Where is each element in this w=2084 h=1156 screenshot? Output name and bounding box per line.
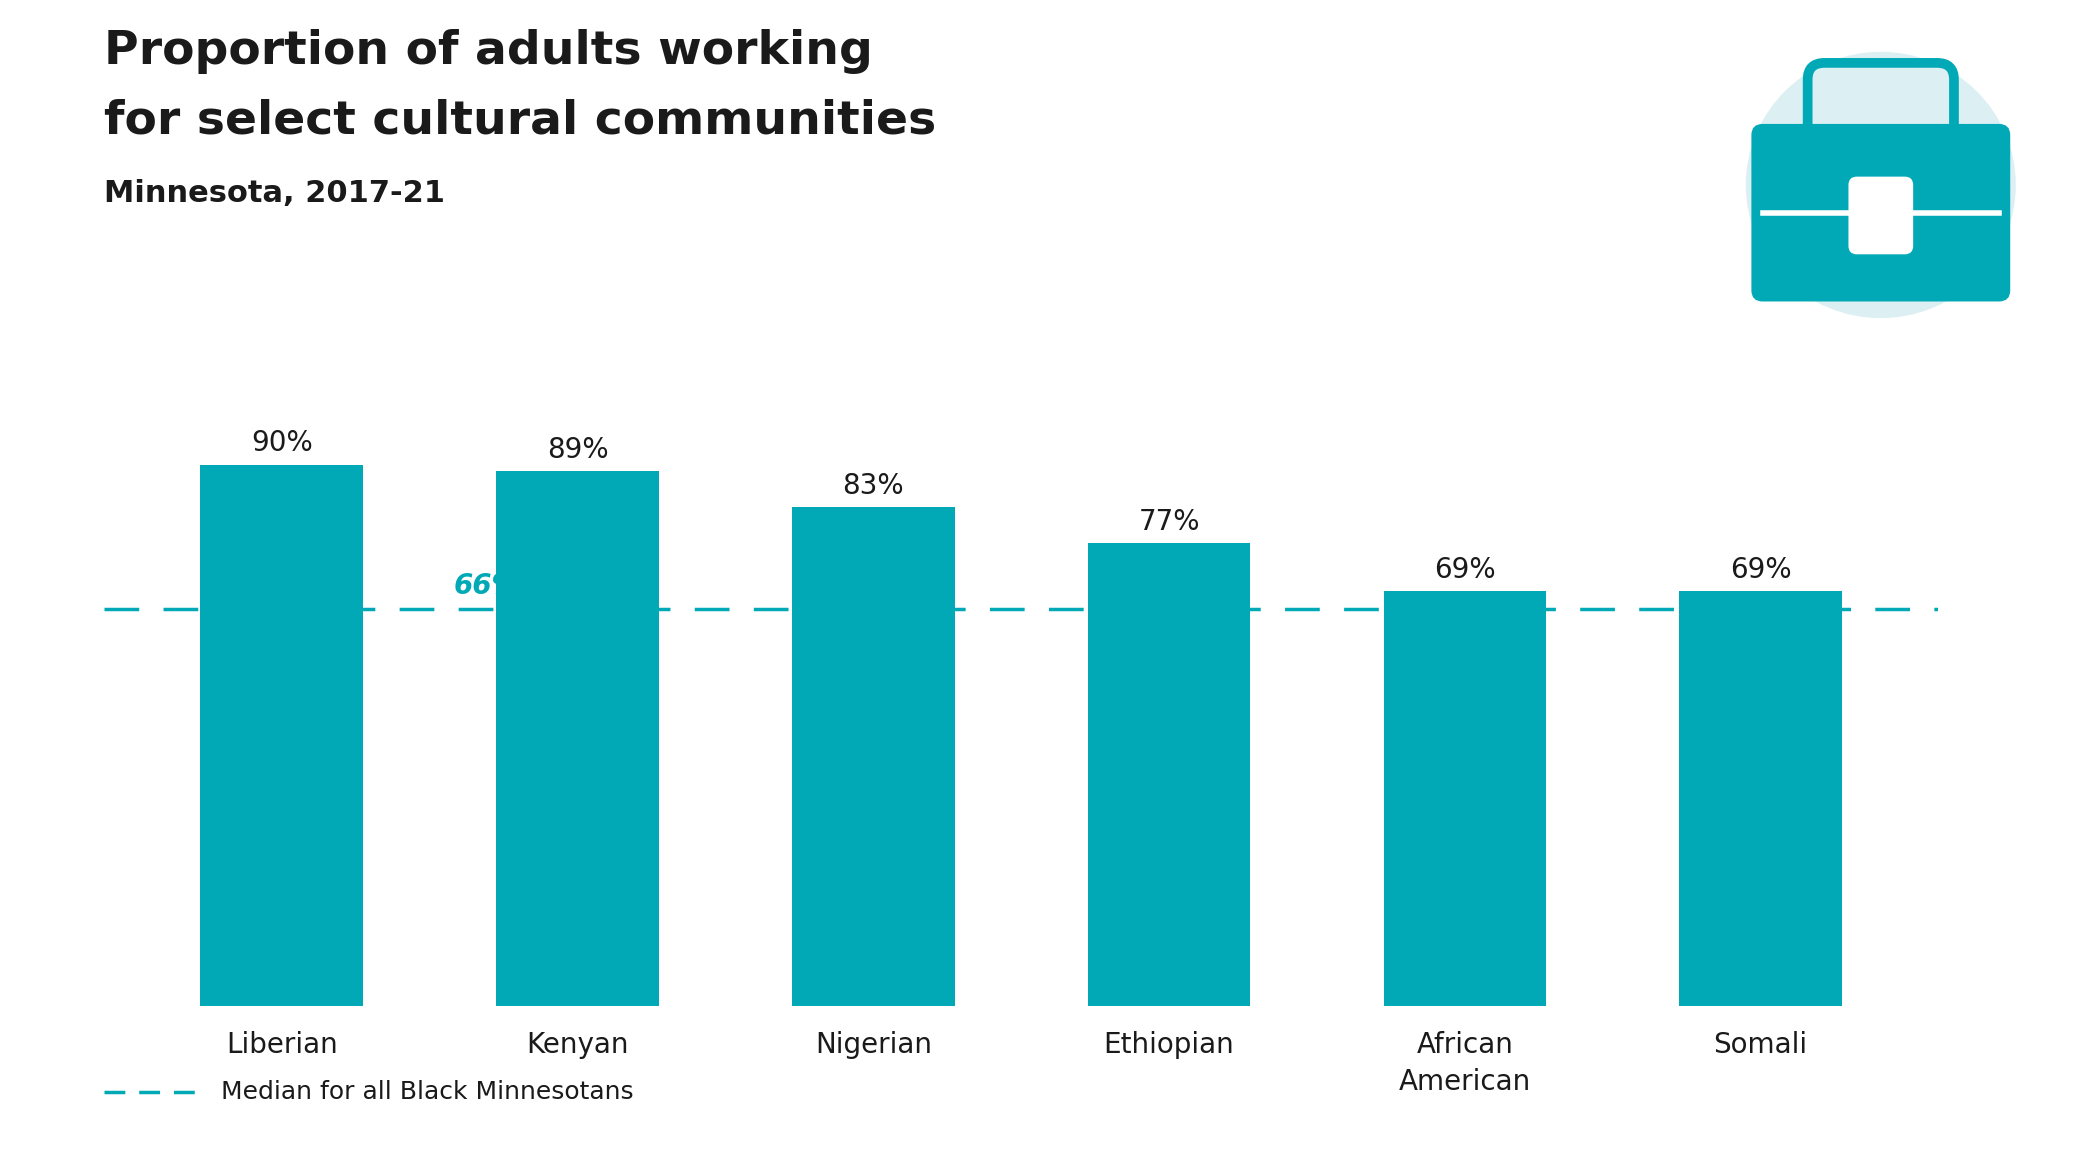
Bar [496,470,659,1006]
Text: 66%: 66% [452,572,519,600]
Text: 90%: 90% [250,430,313,458]
FancyBboxPatch shape [1807,62,1955,173]
Text: 69%: 69% [1730,556,1792,584]
Text: Proportion of adults working: Proportion of adults working [104,29,873,74]
Text: 83%: 83% [842,472,904,499]
Text: 69%: 69% [1434,556,1496,584]
FancyBboxPatch shape [1751,124,2011,302]
Text: for select cultural communities: for select cultural communities [104,98,936,143]
Text: Minnesota, 2017-21: Minnesota, 2017-21 [104,179,446,208]
Bar [1088,543,1250,1006]
Bar [1680,591,1842,1006]
Bar [200,465,363,1006]
Text: 89%: 89% [546,436,609,464]
FancyBboxPatch shape [1849,177,1913,254]
Text: Median for all Black Minnesotans: Median for all Black Minnesotans [221,1081,634,1104]
Text: 77%: 77% [1138,507,1200,535]
Bar [1384,591,1546,1006]
Bar [792,506,954,1006]
Circle shape [1746,52,2015,318]
